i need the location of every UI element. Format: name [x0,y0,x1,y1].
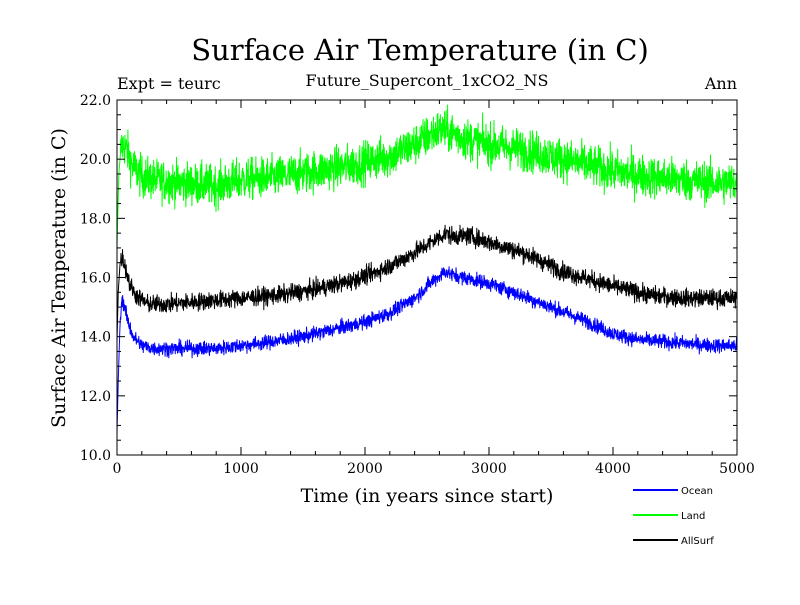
y-tick-label: 10.0 [80,448,111,464]
legend-label-land: Land [681,511,705,522]
plot-frame [116,99,738,456]
axis-ticks: 0 1000 2000 3000 4000 5000 10.0 12.0 14.0 16.0 18.… [80,93,755,477]
x-axis-label: Time (in years since start) [301,485,554,507]
y-axis-label: Surface Air Temperature (in C) [48,128,70,428]
x-tick-label: 3000 [471,461,507,477]
y-tick-label: 22.0 [80,93,111,109]
y-tick-label: 14.0 [80,330,111,346]
season-label: Ann [704,74,737,93]
x-tick-label: 1000 [223,461,259,477]
chart-subtitle: Future_Supercont_1xCO2_NS [306,71,549,90]
chart-title: Surface Air Temperature (in C) [191,33,649,67]
y-tick-label: 12.0 [80,389,111,405]
series-line-allsurf [116,224,738,343]
y-tick-label: 16.0 [80,271,111,287]
series-line-land [116,104,738,248]
series-line-ocean [116,266,738,435]
legend: Ocean Land AllSurf [633,486,714,547]
x-tick-label: 4000 [595,461,631,477]
legend-label-allsurf: AllSurf [681,536,714,547]
x-tick-label: 0 [113,461,122,477]
y-tick-label: 20.0 [80,152,111,168]
plot-lines [116,104,738,435]
legend-label-ocean: Ocean [681,486,713,497]
x-tick-label: 5000 [719,461,755,477]
experiment-label: Expt = teurc [117,74,221,93]
x-tick-label: 2000 [347,461,383,477]
y-tick-label: 18.0 [80,211,111,227]
